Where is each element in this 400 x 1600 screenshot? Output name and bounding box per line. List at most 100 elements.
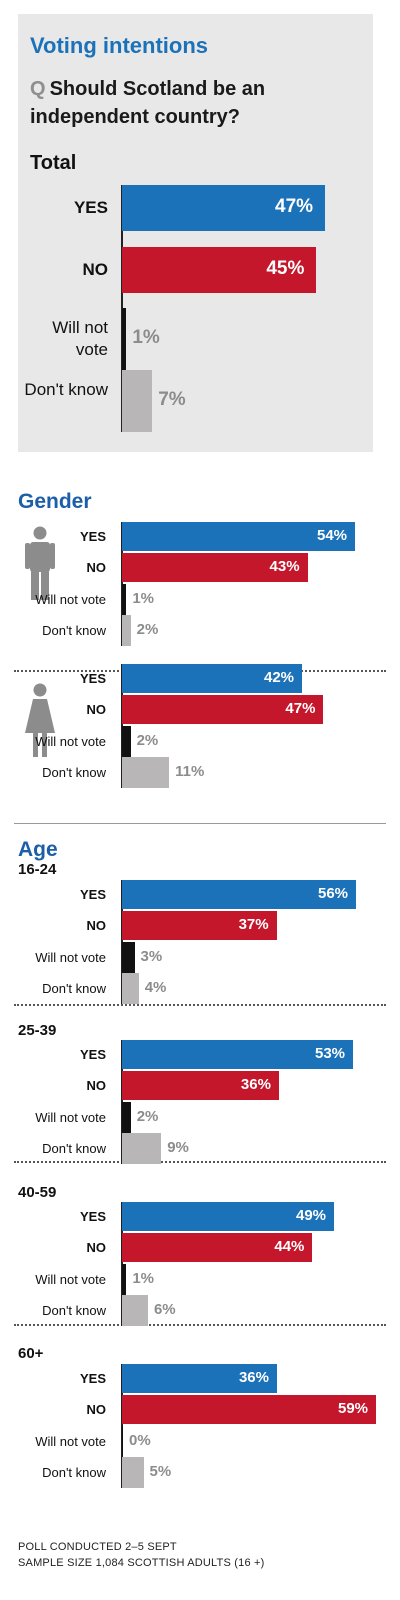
footer-sample-size: SAMPLE SIZE 1,084 SCOTTISH ADULTS (16 +): [18, 1557, 265, 1569]
bar-female-yes: [122, 664, 302, 693]
chart-title: Voting intentions: [30, 33, 209, 58]
total-panel: [18, 14, 373, 452]
category-label-25-39-will-not-vote: Will not vote: [35, 1109, 106, 1125]
category-label-25-39-no: NO: [86, 1077, 107, 1093]
value-label-total-yes: 47%: [275, 196, 314, 218]
bar-25-39-yes: [122, 1040, 353, 1069]
value-label-male-don-t-know: 2%: [136, 621, 159, 639]
category-label-male-will-not-vote: Will not vote: [35, 591, 106, 607]
category-label-16-24-no: NO: [86, 917, 107, 933]
female-figure-icon: [25, 683, 55, 757]
bar-60-don-t-know: [122, 1457, 144, 1488]
footer-poll-date: POLL CONDUCTED 2–5 SEPT: [18, 1541, 177, 1553]
age-divider-3: [14, 1324, 386, 1326]
bar-female-no: [122, 695, 324, 724]
category-label-16-24-don-t-know: Don't know: [42, 980, 106, 996]
bar-16-24-will-not-vote: [122, 942, 135, 973]
value-label-female-yes: 42%: [264, 669, 295, 687]
value-label-25-39-don-t-know: 9%: [167, 1139, 189, 1157]
category-label-total-yes: YES: [73, 198, 108, 217]
bar-total-no: [122, 247, 317, 293]
category-label-16-24-yes: YES: [79, 886, 106, 902]
value-label-40-59-will-not-vote: 1%: [132, 1270, 154, 1288]
question-text: Q Should Scotland be an independent count…: [30, 75, 330, 131]
section-divider: [14, 823, 386, 824]
gender-section-title: Gender: [18, 490, 92, 513]
category-label-male-no: NO: [86, 559, 107, 575]
category-label-16-24-will-not-vote: Will not vote: [35, 949, 106, 965]
category-label-40-59-yes: YES: [79, 1208, 106, 1224]
bar-male-no: [122, 553, 308, 582]
category-label-total-will-not-vote: Will not vote: [52, 318, 108, 359]
category-label-25-39-don-t-know: Don't know: [42, 1140, 106, 1156]
value-label-male-yes: 54%: [317, 527, 348, 545]
bar-female-don-t-know: [122, 757, 170, 788]
bar-25-39-don-t-know: [122, 1133, 162, 1164]
value-label-16-24-yes: 56%: [318, 885, 349, 903]
value-label-female-no: 47%: [285, 700, 316, 718]
category-label-female-will-not-vote: Will not vote: [35, 733, 106, 749]
value-label-16-24-don-t-know: 4%: [144, 979, 167, 997]
value-label-total-don-t-know: 7%: [158, 389, 186, 411]
question-label: Should Scotland be an independent countr…: [30, 78, 266, 128]
category-label-female-no: NO: [86, 701, 107, 717]
value-label-25-39-yes: 53%: [315, 1045, 346, 1063]
bar-female-will-not-vote: [122, 726, 131, 757]
value-label-60-will-not-vote: 0%: [129, 1432, 151, 1450]
category-label-60-yes: YES: [79, 1370, 106, 1386]
male-figure-icon: [25, 526, 55, 600]
value-label-25-39-no: 36%: [240, 1076, 271, 1094]
value-label-60-yes: 36%: [238, 1369, 269, 1387]
bar-60-will-not-vote: [122, 1426, 123, 1457]
bar-16-24-yes: [122, 880, 356, 909]
value-label-60-no: 59%: [338, 1400, 369, 1418]
bar-total-yes: [122, 185, 325, 231]
value-label-total-will-not-vote: 1%: [132, 327, 160, 349]
value-label-female-don-t-know: 11%: [175, 763, 205, 781]
category-label-total-don-t-know: Don't know: [24, 380, 108, 399]
group-label-60: 60+: [18, 1345, 44, 1362]
bar-40-59-will-not-vote: [122, 1264, 127, 1295]
value-label-40-59-yes: 49%: [296, 1207, 327, 1225]
category-label-40-59-don-t-know: Don't know: [42, 1302, 106, 1318]
category-label-female-don-t-know: Don't know: [42, 764, 106, 780]
bar-40-59-don-t-know: [122, 1295, 148, 1326]
value-label-16-24-no: 37%: [238, 916, 269, 934]
bar-60-yes: [122, 1364, 277, 1393]
age-divider-2: [14, 1161, 386, 1163]
value-label-25-39-will-not-vote: 2%: [136, 1108, 159, 1126]
group-label-16-24: 16-24: [18, 861, 57, 878]
category-label-40-59-will-not-vote: Will not vote: [35, 1271, 106, 1287]
category-label-60-don-t-know: Don't know: [42, 1464, 106, 1480]
value-label-40-59-no: 44%: [274, 1238, 305, 1256]
value-label-40-59-don-t-know: 6%: [153, 1301, 176, 1319]
value-label-male-no: 43%: [269, 558, 300, 576]
question-mark-label: Q: [30, 78, 46, 100]
bar-total-don-t-know: [122, 370, 153, 432]
category-label-40-59-no: NO: [86, 1239, 107, 1255]
value-label-female-will-not-vote: 2%: [136, 732, 159, 750]
bar-16-24-don-t-know: [122, 973, 139, 1004]
bar-40-59-yes: [122, 1202, 334, 1231]
age-divider-1: [14, 1004, 386, 1006]
category-label-male-don-t-know: Don't know: [42, 622, 106, 638]
bar-40-59-no: [122, 1233, 313, 1262]
bar-total-will-not-vote: [122, 308, 127, 370]
bar-male-will-not-vote: [122, 584, 127, 615]
category-label-60-no: NO: [86, 1401, 107, 1417]
value-label-16-24-will-not-vote: 3%: [140, 948, 163, 966]
category-label-female-yes: YES: [79, 670, 106, 686]
bar-male-yes: [122, 522, 355, 551]
value-label-total-no: 45%: [266, 258, 305, 280]
value-label-male-will-not-vote: 1%: [132, 590, 154, 608]
category-label-25-39-yes: YES: [79, 1046, 106, 1062]
bar-male-don-t-know: [122, 615, 131, 646]
value-label-60-don-t-know: 5%: [149, 1463, 172, 1481]
total-label: Total: [30, 152, 77, 174]
category-label-male-yes: YES: [79, 528, 106, 544]
bar-25-39-will-not-vote: [122, 1102, 131, 1133]
category-label-total-no: NO: [82, 260, 109, 279]
group-label-25-39: 25-39: [18, 1022, 57, 1039]
bar-16-24-no: [122, 911, 277, 940]
